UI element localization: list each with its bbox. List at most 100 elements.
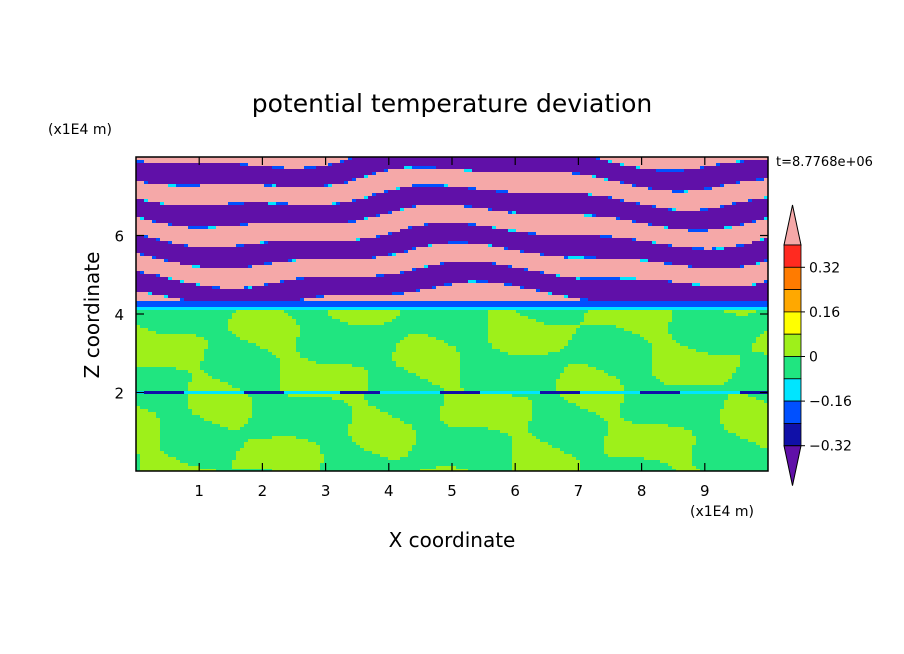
field-cell xyxy=(160,439,249,443)
field-cell xyxy=(144,235,149,239)
field-cell xyxy=(136,298,181,302)
field-cell xyxy=(160,442,245,446)
colorbar-swatch xyxy=(783,311,802,335)
field-cell xyxy=(300,355,393,359)
field-cell xyxy=(620,409,721,413)
field-cell xyxy=(336,202,341,206)
field-cell xyxy=(456,349,501,353)
field-cell xyxy=(736,370,768,374)
field-cell xyxy=(764,352,768,356)
field-cell xyxy=(620,406,725,410)
field-cell xyxy=(332,316,397,320)
field-cell xyxy=(764,259,768,263)
field-cell xyxy=(432,244,489,248)
field-cell xyxy=(752,283,757,287)
field-cell xyxy=(156,331,233,335)
field-cell xyxy=(708,208,768,212)
field-cell xyxy=(500,349,561,353)
field-cell xyxy=(592,175,597,179)
field-cell xyxy=(240,388,281,392)
field-cell xyxy=(652,187,705,191)
field-cell xyxy=(308,358,393,362)
field-cell xyxy=(460,367,565,371)
field-cell xyxy=(136,193,373,197)
field-cell xyxy=(136,247,413,251)
field-cell xyxy=(372,451,409,455)
field-cell xyxy=(488,280,669,284)
field-cell xyxy=(136,364,201,368)
field-cell xyxy=(396,253,541,257)
field-cell xyxy=(216,469,273,471)
colorbar-tick-label: 0.16 xyxy=(809,305,840,321)
field-cell xyxy=(648,187,653,191)
field-cell xyxy=(620,163,625,167)
field-cell xyxy=(740,364,768,368)
field-cell xyxy=(600,157,768,161)
field-cell xyxy=(184,280,281,284)
field-cell xyxy=(364,175,369,179)
field-cell xyxy=(136,352,205,356)
colorbar-swatch xyxy=(783,289,802,313)
field-cell xyxy=(376,406,441,410)
field-cell xyxy=(204,370,281,374)
field-cell xyxy=(136,271,141,275)
field-cell xyxy=(140,271,145,275)
field-cell xyxy=(608,433,693,437)
field-cell xyxy=(300,328,489,332)
colorbar-tick-label: 0 xyxy=(809,350,818,366)
field-cell xyxy=(428,379,461,383)
field-cell xyxy=(188,388,241,392)
field-cell xyxy=(232,463,321,467)
field-cell xyxy=(676,469,701,471)
field-cell xyxy=(280,364,353,368)
field-cell xyxy=(708,229,768,233)
field-cell xyxy=(320,463,513,467)
field-cell xyxy=(612,235,768,239)
field-cell xyxy=(444,403,533,407)
field-cell xyxy=(144,160,341,164)
field-cell xyxy=(444,394,513,398)
field-cell xyxy=(724,247,768,251)
field-cell xyxy=(348,433,417,437)
field-cell xyxy=(536,319,585,323)
field-cell xyxy=(604,370,653,374)
field-cell xyxy=(492,262,497,266)
field-cell xyxy=(740,358,768,362)
field-cell xyxy=(508,247,693,251)
field-cell xyxy=(384,322,489,326)
field-cell xyxy=(212,376,281,380)
field-cell xyxy=(308,439,353,443)
field-cell xyxy=(332,202,337,206)
x-tick-label: 5 xyxy=(447,482,457,500)
field-cell xyxy=(136,223,169,227)
field-cell xyxy=(580,277,621,281)
field-cell xyxy=(152,256,157,260)
field-cell xyxy=(724,310,757,314)
field-cell xyxy=(400,457,513,461)
field-cell xyxy=(672,280,765,284)
field-cell xyxy=(672,319,768,323)
field-cell xyxy=(740,361,768,365)
field-cell xyxy=(416,430,501,434)
field-cell xyxy=(356,199,621,203)
field-cell xyxy=(324,460,513,464)
field-cell xyxy=(584,256,597,260)
field-cell xyxy=(376,235,381,239)
field-cell xyxy=(528,268,768,272)
field-cell xyxy=(136,211,389,215)
field-cell xyxy=(344,400,369,404)
colorbar-tick-label: −0.16 xyxy=(809,394,852,410)
field-cell xyxy=(340,319,393,323)
field-cell xyxy=(736,244,745,248)
field-cell xyxy=(196,283,201,287)
field-cell xyxy=(300,334,409,338)
field-cell xyxy=(720,418,768,422)
field-cell xyxy=(136,253,141,257)
field-cell xyxy=(296,322,349,326)
field-cell xyxy=(296,319,341,323)
field-cell xyxy=(136,385,189,389)
field-cell xyxy=(756,340,768,344)
field-cell xyxy=(524,250,768,254)
field-cell xyxy=(760,334,768,338)
field-cell xyxy=(368,388,445,392)
